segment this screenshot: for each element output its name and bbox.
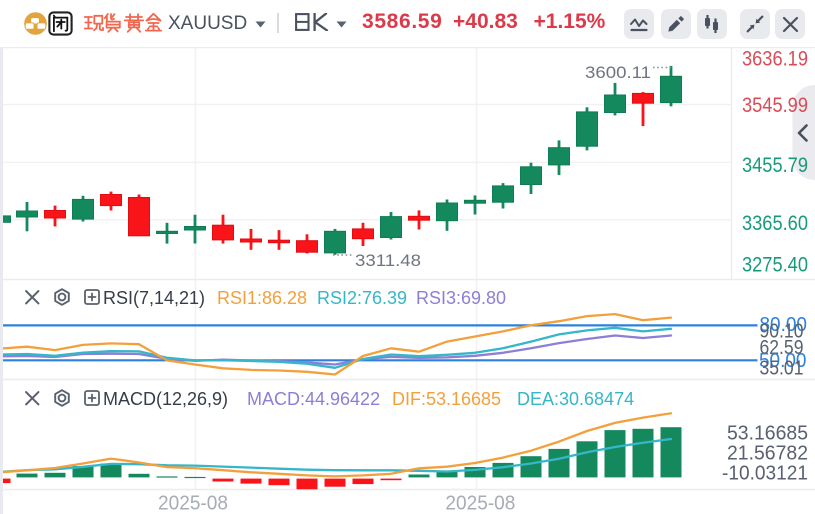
svg-text:3636.19: 3636.19 [742, 48, 808, 71]
svg-text:-10.03121: -10.03121 [722, 461, 808, 484]
svg-text:35.01: 35.01 [760, 357, 804, 380]
svg-text:80.00: 80.00 [760, 313, 808, 336]
svg-text:90.10: 90.10 [760, 320, 804, 343]
svg-text:21.56782: 21.56782 [727, 442, 808, 465]
svg-text:3365.60: 3365.60 [742, 212, 808, 235]
svg-text:50.00: 50.00 [759, 349, 807, 372]
svg-text:62.59: 62.59 [760, 336, 804, 359]
svg-text:53.16685: 53.16685 [727, 421, 808, 444]
svg-text:3275.40: 3275.40 [742, 254, 808, 277]
svg-text:3455.79: 3455.79 [742, 154, 808, 177]
svg-text:2025-08: 2025-08 [158, 492, 228, 514]
svg-text:3600.11: 3600.11 [585, 63, 651, 82]
svg-text:3545.99: 3545.99 [742, 94, 808, 117]
svg-text:3311.48: 3311.48 [355, 251, 421, 270]
svg-text:2025-08: 2025-08 [445, 492, 515, 514]
